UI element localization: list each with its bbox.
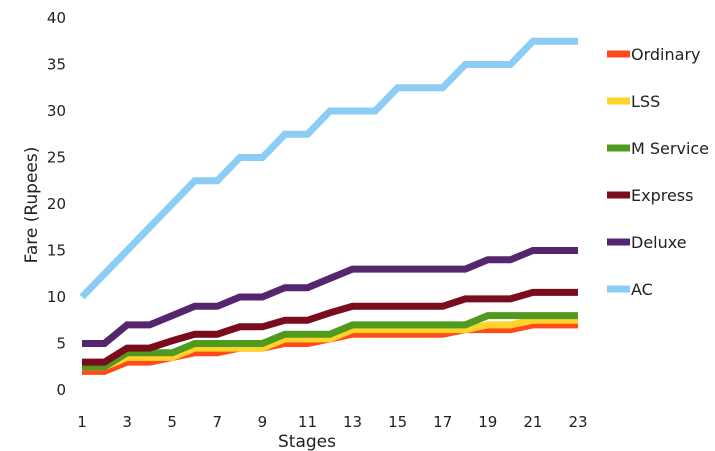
y-tick-label: 20 [47, 195, 66, 213]
series-lines [79, 37, 578, 375]
y-axis-title: Fare (Rupees) [22, 147, 42, 264]
x-tick-label: 9 [258, 413, 268, 431]
y-axis-ticks: 0 5 10 15 20 25 30 35 40 [47, 9, 66, 399]
series-line-deluxe [82, 247, 578, 347]
x-tick-label: 23 [568, 413, 587, 431]
x-tick-label: 21 [523, 413, 542, 431]
y-tick-label: 5 [56, 335, 66, 353]
y-tick-label: 0 [56, 381, 66, 399]
y-tick-label: 15 [47, 242, 66, 260]
x-axis-title: Stages [278, 432, 336, 451]
legend-label: M Service [631, 139, 709, 158]
x-tick-label: 1 [77, 413, 87, 431]
legend-label: Express [631, 186, 693, 205]
series-line-lss [82, 316, 578, 371]
x-tick-label: 17 [433, 413, 452, 431]
x-tick-label: 13 [343, 413, 362, 431]
x-axis-ticks: 1 3 5 7 9 11 13 15 17 19 21 23 [77, 413, 587, 431]
series-line-express [82, 288, 578, 366]
y-tick-label: 40 [47, 9, 66, 27]
legend-label: LSS [631, 92, 660, 111]
series-line-m-service [82, 312, 578, 371]
legend-label: Deluxe [631, 233, 687, 252]
series-line-ac [79, 37, 578, 300]
y-tick-label: 30 [47, 102, 66, 120]
x-tick-label: 5 [167, 413, 177, 431]
legend-label: AC [631, 280, 653, 299]
legend-label: Ordinary [631, 45, 700, 64]
x-tick-label: 3 [122, 413, 132, 431]
y-tick-label: 25 [47, 149, 66, 167]
x-tick-label: 15 [388, 413, 407, 431]
y-tick-label: 10 [47, 288, 66, 306]
x-tick-label: 19 [478, 413, 497, 431]
x-tick-label: 11 [298, 413, 317, 431]
legend: Ordinary LSS M Service Express Deluxe AC [607, 45, 709, 299]
y-tick-label: 35 [47, 56, 66, 74]
x-tick-label: 7 [212, 413, 222, 431]
